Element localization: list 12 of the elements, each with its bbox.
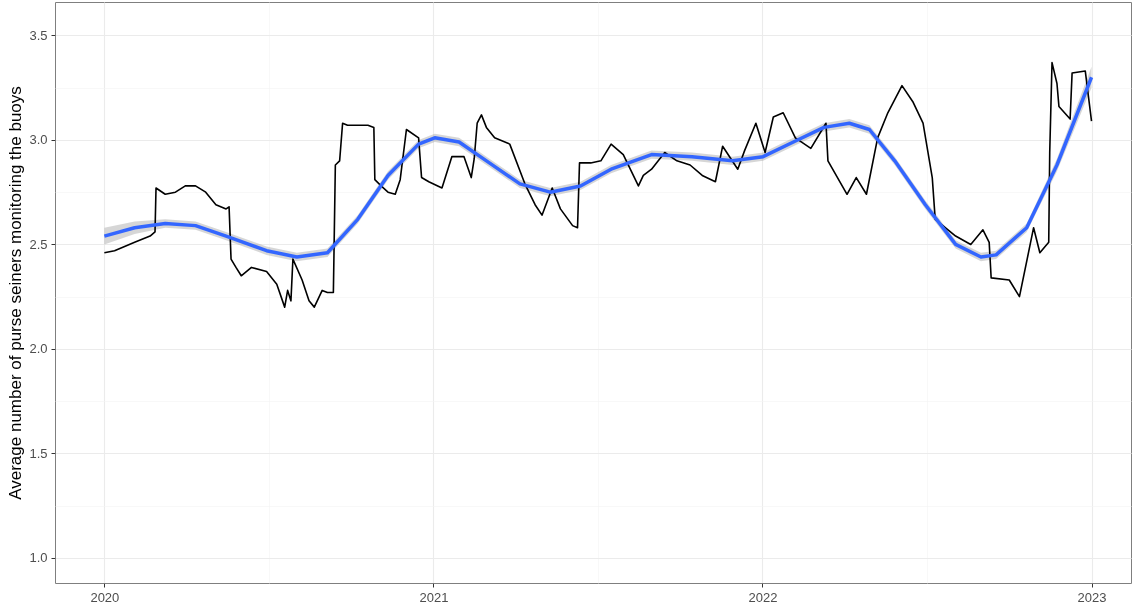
line-series	[103, 61, 1093, 308]
y-tick-label: 2.0	[29, 341, 48, 357]
y-tick-label: 3.0	[29, 132, 48, 148]
y-tick-label: 2.5	[29, 236, 48, 252]
x-tick-label: 2020	[90, 589, 120, 605]
y-tick-label: 1.5	[29, 445, 48, 461]
x-tick-label: 2022	[748, 589, 778, 605]
x-tick-label: 2021	[419, 589, 449, 605]
y-tick-label: 3.5	[29, 27, 48, 43]
y-axis-title: Average number of purse seiners monitoring the buoys	[6, 86, 26, 500]
x-tick-label: 2023	[1077, 589, 1107, 605]
y-tick-label: 1.0	[29, 550, 48, 566]
